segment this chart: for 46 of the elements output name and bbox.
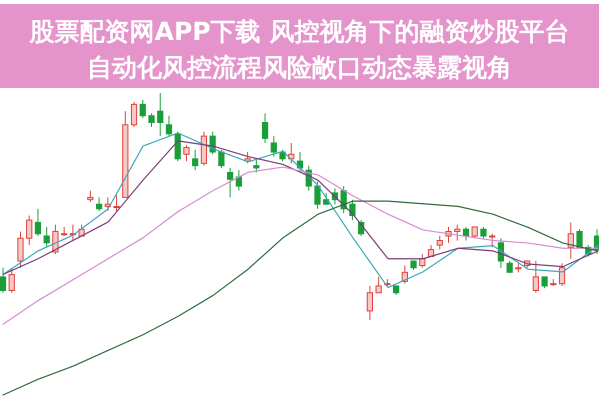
candlestick — [61, 226, 68, 237]
candlestick — [157, 92, 164, 137]
candlestick — [8, 267, 15, 294]
candlestick — [515, 262, 522, 273]
candlestick — [314, 181, 321, 210]
candlestick — [419, 254, 426, 268]
candlestick — [236, 170, 242, 192]
chart-title: 股票配资网APP下载 风控视角下的融资炒股平台 — [28, 17, 570, 46]
candlestick — [462, 226, 470, 242]
candlestick — [541, 276, 548, 289]
candlestick — [480, 226, 487, 239]
candlestick — [436, 236, 443, 250]
candlestick — [323, 192, 330, 205]
candlestick — [366, 285, 374, 320]
candlestick — [113, 194, 120, 212]
candlestick — [402, 265, 408, 284]
candlestick — [148, 112, 155, 128]
candlestick — [96, 196, 102, 212]
candlestick — [410, 260, 417, 271]
candlestick — [87, 190, 94, 202]
candlestick — [226, 167, 234, 198]
candlestick — [506, 260, 513, 273]
candlestick — [183, 144, 190, 162]
candlestick — [270, 136, 277, 158]
candlestick — [262, 112, 268, 144]
candlestick — [140, 99, 146, 118]
candlestick — [454, 224, 460, 242]
candlestick — [532, 260, 539, 294]
candlestick — [0, 267, 6, 294]
candlestick — [375, 276, 382, 294]
candlestick — [166, 115, 172, 137]
candlestick — [296, 152, 304, 173]
candlestick — [489, 233, 496, 248]
candlestick — [253, 158, 260, 173]
candlestick — [192, 149, 198, 171]
candlestick — [104, 196, 111, 212]
candlestick — [218, 149, 225, 168]
candlestick — [472, 226, 478, 239]
candlestick — [130, 102, 138, 128]
candlestick — [34, 208, 42, 237]
candlestick — [26, 215, 32, 246]
candlestick — [44, 226, 50, 248]
chart-subtitle: 自动化风控流程风险敞口动态暴露视角 — [87, 53, 512, 82]
candlestick — [392, 285, 400, 296]
candlestick — [17, 230, 24, 268]
candlestick — [568, 222, 574, 260]
